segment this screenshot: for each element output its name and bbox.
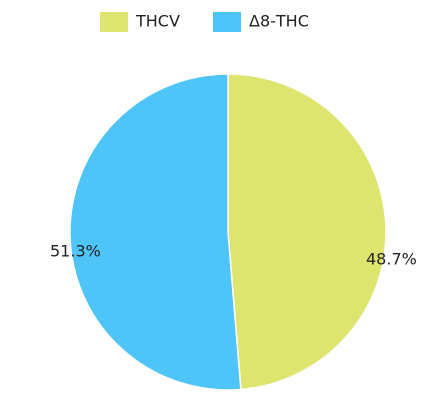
data-label: 48.7% [366, 250, 417, 269]
legend-swatch[interactable] [213, 12, 241, 32]
pie-slice [69, 73, 242, 391]
legend-label[interactable]: Δ8-THC [249, 12, 309, 31]
pie-slice [227, 73, 387, 391]
legend-label[interactable]: THCV [135, 12, 180, 31]
legend-swatch[interactable] [100, 12, 128, 32]
data-label: 51.3% [50, 242, 101, 261]
